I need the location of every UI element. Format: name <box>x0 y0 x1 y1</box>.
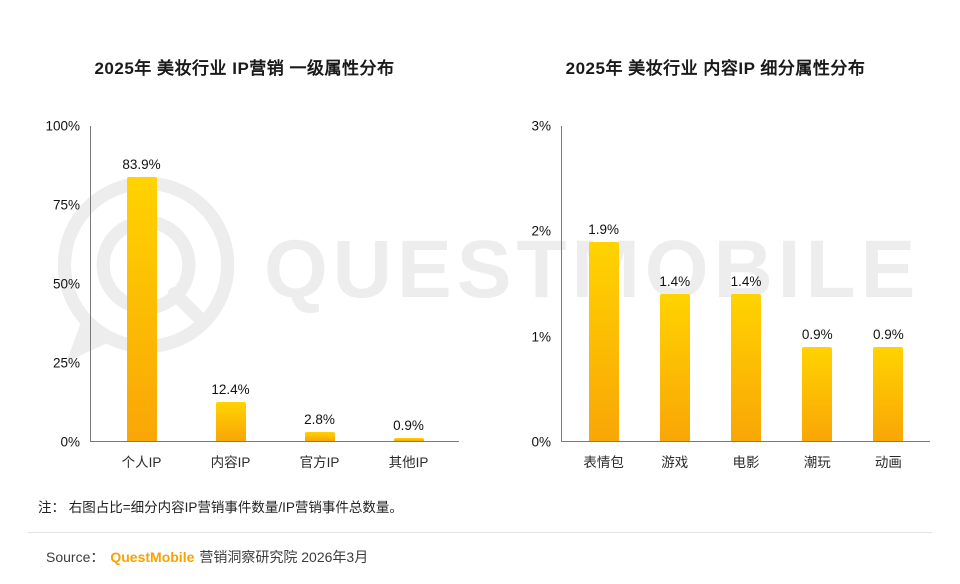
bar-group: 1.4% 游戏 <box>639 126 710 470</box>
y-axis-tick-label: 1% <box>531 329 551 345</box>
y-axis-tick-label: 0% <box>531 434 551 450</box>
bar <box>393 438 424 441</box>
y-axis-tick-label: 100% <box>45 118 80 134</box>
plot-area: 1.9% 表情包 1.4% 游戏 1.4% 电影 0.9% 潮玩 0.9% 动画 <box>561 126 930 471</box>
bar <box>304 432 335 441</box>
divider <box>28 532 932 533</box>
bar-value-label: 12.4% <box>211 381 250 397</box>
chart-content-ip-sub-attribution: 2025年 美妆行业 内容IP 细分属性分布 0% 1% 2% 3% 1.9% 表情包 1.… <box>501 56 930 471</box>
x-axis-category-label: 官方IP <box>299 455 340 470</box>
source-prefix: Source： <box>46 549 105 565</box>
x-axis-category-label: 个人IP <box>121 455 162 470</box>
bar-value-label: 1.9% <box>588 221 619 237</box>
bar-value-label: 0.9% <box>873 326 904 342</box>
x-axis-category-label: 表情包 <box>583 455 624 470</box>
source-suffix: 营销洞察研究院 2026年3月 <box>199 549 369 565</box>
x-axis-category-label: 电影 <box>732 455 760 470</box>
bar <box>126 176 157 441</box>
y-axis-tick-label: 2% <box>531 223 551 239</box>
x-axis-category-label: 潮玩 <box>803 455 831 470</box>
bar <box>731 294 761 441</box>
bar-value-label: 1.4% <box>730 274 762 289</box>
chart-title: 2025年 美妆行业 IP营销 一级属性分布 <box>94 59 395 78</box>
bar-group: 1.4% 电影 <box>710 126 781 470</box>
bar-value-label: 0.9% <box>393 418 424 434</box>
bar-value-label: 2.8% <box>304 412 335 428</box>
bar-group: 0.9% 动画 <box>853 126 924 471</box>
bar-group: 12.4% 内容IP <box>186 126 275 470</box>
y-axis-tick-label: 25% <box>52 355 80 371</box>
bar-group: 0.9% 其他IP <box>364 126 453 470</box>
bar <box>802 346 833 441</box>
plot-area: 83.9% 个人IP 12.4% 内容IP 2.8% 官方IP 0.9% 其他IP <box>90 126 459 470</box>
bar-value-label: 83.9% <box>122 156 161 172</box>
y-axis-tick-label: 50% <box>52 276 80 292</box>
bar-group: 1.9% 表情包 <box>568 126 639 471</box>
chart-title: 2025年 美妆行业 内容IP 细分属性分布 <box>565 59 866 78</box>
bar-chart: 0% 1% 2% 3% 1.9% 表情包 1.4% 游戏 1.4% 电影 0.9% 潮玩 0.9% 动画 <box>501 119 930 471</box>
chart-ip-marketing-primary-attribution: 2025年 美妆行业 IP营销 一级属性分布 0% 25% 50% 75% 100% 83… <box>30 56 459 470</box>
bar-group: 2.8% 官方IP <box>275 126 364 470</box>
bar-value-label: 0.9% <box>801 326 833 342</box>
bar <box>215 401 246 441</box>
x-axis-category-label: 游戏 <box>661 455 689 470</box>
x-axis-category-label: 其他IP <box>388 455 429 470</box>
bar-value-label: 1.4% <box>659 274 691 289</box>
bar-group: 83.9% 个人IP <box>97 126 186 470</box>
bar-chart: 0% 25% 50% 75% 100% 83.9% 个人IP 12.4% 内容IP 2.8% 官方I… <box>30 119 459 470</box>
source-brand: QuestMobile <box>110 549 195 565</box>
y-axis-tick-label: 0% <box>60 434 80 450</box>
bar-group: 0.9% 潮玩 <box>782 126 853 471</box>
y-axis: 0% 1% 2% 3% <box>501 119 561 450</box>
y-axis: 0% 25% 50% 75% 100% <box>30 119 90 450</box>
x-axis-category-label: 动画 <box>874 455 902 470</box>
y-axis-tick-label: 75% <box>52 197 80 213</box>
charts-row: 2025年 美妆行业 IP营销 一级属性分布 0% 25% 50% 75% 100% 83… <box>30 56 930 471</box>
footnote: 注： 右图占比=细分内容IP营销事件数量/IP营销事件总数量。 <box>38 500 403 515</box>
bar <box>659 294 690 441</box>
y-axis-tick-label: 3% <box>531 118 551 134</box>
x-axis-category-label: 内容IP <box>210 455 251 470</box>
bar <box>873 346 904 441</box>
bar <box>588 241 619 441</box>
source-line: Source： QuestMobile 营销洞察研究院 2026年3月 <box>46 547 960 567</box>
